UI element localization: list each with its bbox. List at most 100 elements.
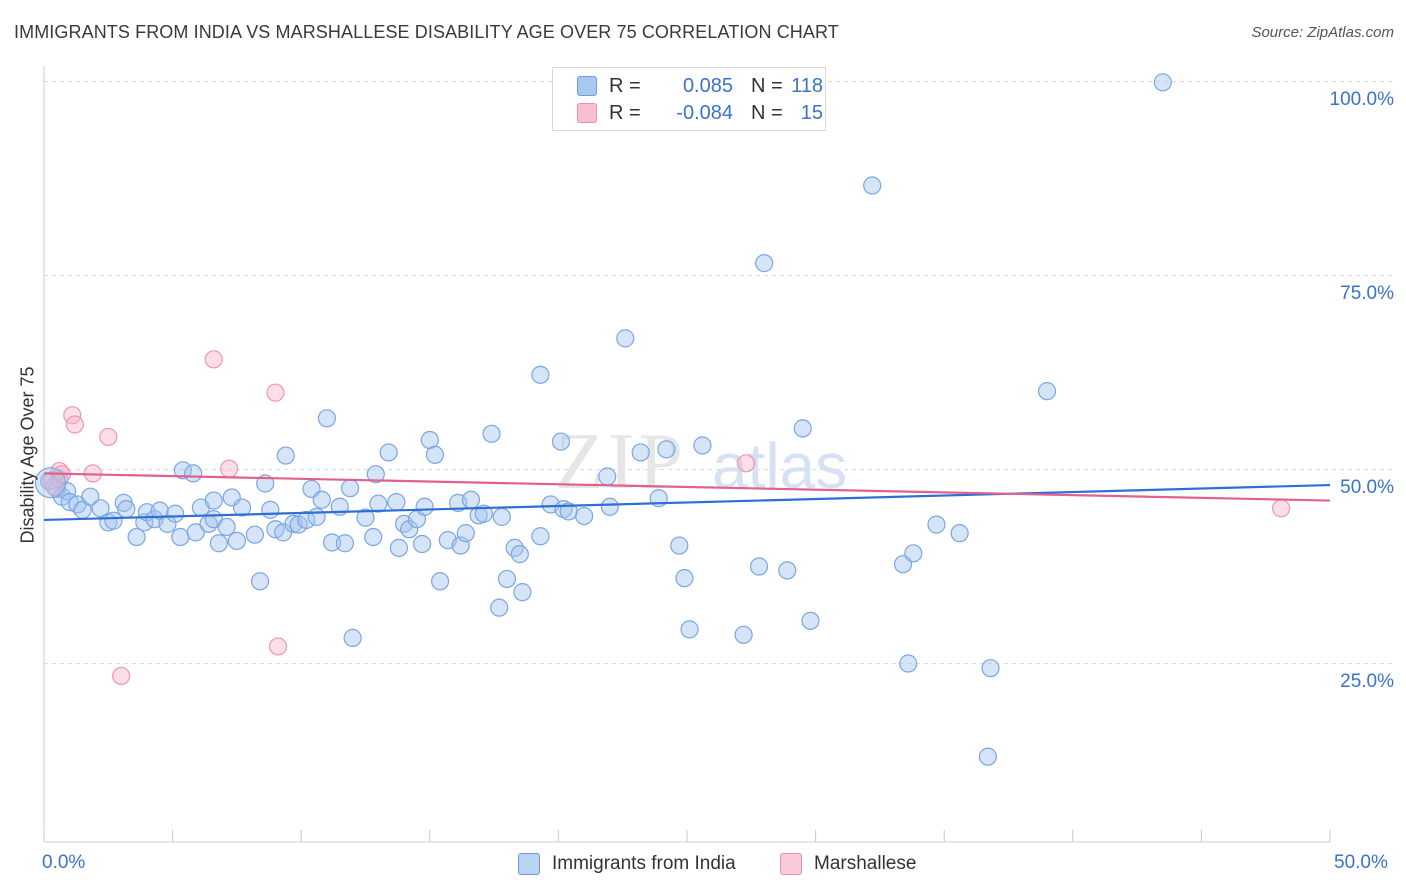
scatter-point-india — [91, 499, 110, 518]
scatter-point-india — [693, 436, 712, 455]
scatter-point-marshallese — [1272, 499, 1291, 518]
scatter-point-india — [461, 490, 481, 509]
legend-n-value-india: 118 — [791, 74, 823, 97]
bottom-legend-swatch-marshallese — [780, 853, 802, 875]
watermark-zip: ZIP — [555, 418, 687, 506]
scatter-point-india — [184, 464, 203, 483]
scatter-point-india — [340, 479, 360, 498]
bottom-legend-label-india: Immigrants from India — [552, 853, 736, 874]
scatter-point-india — [631, 443, 650, 462]
scatter-points — [34, 73, 1291, 766]
scatter-point-india — [366, 465, 385, 484]
scatter-point-india — [317, 409, 337, 428]
scatter-point-india — [343, 628, 362, 648]
scatter-point-india — [657, 440, 676, 459]
scatter-point-india — [322, 533, 342, 552]
scatter-point-india — [430, 572, 450, 591]
scatter-point-india — [801, 611, 820, 630]
legend-row-india: R = 0.085 N = 118 — [577, 74, 823, 98]
scatter-point-india — [675, 569, 694, 588]
legend-r-value-india: 0.085 — [682, 74, 733, 97]
legend-n-value-marshallese: 15 — [800, 101, 823, 124]
scatter-point-india — [978, 747, 998, 766]
scatter-point-india — [531, 527, 550, 546]
gridlines — [44, 81, 1392, 665]
legend-r-value-marshallese: -0.084 — [676, 101, 733, 124]
scatter-point-india — [250, 572, 270, 591]
scatter-point-india — [513, 583, 532, 602]
scatter-point-india — [497, 569, 517, 589]
scatter-point-india — [670, 536, 689, 555]
scatter-point-india — [217, 517, 236, 537]
legend-row-marshallese: R = -0.084 N = 15 — [577, 101, 823, 125]
scatter-point-india — [158, 514, 177, 533]
scatter-point-india — [950, 524, 969, 543]
scatter-point-india — [981, 659, 1000, 678]
scatter-point-india — [600, 497, 619, 516]
trend-lines — [43, 472, 1331, 522]
chart-title: IMMIGRANTS FROM INDIA VS MARSHALLESE DIS… — [14, 22, 839, 42]
scatter-point-india — [899, 654, 918, 673]
scatter-point-india — [575, 506, 594, 526]
bottom-legend-marshallese: Marshallese — [780, 851, 916, 877]
scatter-point-india — [312, 490, 331, 509]
y-tick-label: 100.0% — [1329, 88, 1394, 110]
scatter-point-india — [369, 494, 388, 513]
scatter-point-india — [734, 625, 753, 644]
trend-line-marshallese — [43, 472, 1331, 502]
scatter-point-india — [531, 365, 550, 384]
scatter-point-india — [474, 504, 493, 523]
scatter-point-marshallese — [220, 459, 239, 478]
scatter-point-india — [510, 545, 529, 564]
legend-r-label: R = — [609, 101, 641, 124]
bottom-legend-swatch-india — [518, 853, 540, 875]
scatter-point-india — [117, 499, 136, 519]
scatter-point-india — [551, 432, 571, 451]
scatter-point-india — [778, 561, 797, 580]
legend-swatch-india — [577, 76, 597, 96]
scatter-point-india — [227, 531, 246, 551]
correlation-legend: R = 0.085 N = 118 R = -0.084 N = 15 — [552, 67, 826, 131]
scatter-point-india — [364, 527, 383, 547]
bottom-legend-india: Immigrants from India — [518, 851, 736, 877]
scatter-point-india — [492, 507, 511, 526]
scatter-point-india — [261, 500, 280, 519]
legend-n-label: N = — [751, 74, 783, 97]
scatter-point-india — [186, 523, 205, 542]
scatter-point-marshallese — [737, 454, 756, 473]
scatter-point-marshallese — [268, 637, 288, 656]
scatter-point-india — [1037, 382, 1057, 401]
scatter-point-marshallese — [266, 383, 285, 402]
scatter-point-india — [81, 487, 100, 506]
legend-swatch-marshallese — [577, 103, 597, 123]
scatter-point-india — [904, 544, 923, 563]
scatter-point-india — [127, 527, 146, 547]
scatter-point-india — [387, 493, 406, 512]
scatter-point-india — [204, 491, 223, 510]
scatter-point-india — [232, 498, 252, 517]
scatter-point-india — [307, 507, 326, 526]
scatter-point-india — [863, 176, 882, 195]
scatter-point-india — [490, 598, 509, 617]
scatter-point-india — [680, 620, 699, 639]
scatter-point-india — [755, 254, 774, 273]
legend-n-label: N = — [751, 101, 783, 124]
scatter-point-india — [598, 467, 617, 486]
scatter-point-india — [335, 534, 355, 553]
scatter-point-india — [793, 419, 812, 438]
scatter-point-marshallese — [112, 666, 131, 686]
scatter-point-india — [749, 557, 769, 576]
scatter-point-india — [415, 497, 434, 516]
bottom-legend-label-marshallese: Marshallese — [814, 853, 917, 874]
scatter-point-india — [1153, 73, 1172, 92]
y-tick-label: 75.0% — [1340, 282, 1394, 304]
scatter-point-india — [276, 446, 295, 465]
scatter-point-india — [171, 527, 190, 547]
scatter-point-india — [927, 515, 946, 534]
source-label: Source: ZipAtlas.com — [1251, 24, 1394, 41]
scatter-point-marshallese — [204, 350, 223, 369]
watermark-atlas: atlas — [712, 430, 847, 502]
axes — [43, 66, 1331, 843]
scatter-point-india — [166, 504, 185, 523]
scatter-point-marshallese — [65, 415, 84, 434]
